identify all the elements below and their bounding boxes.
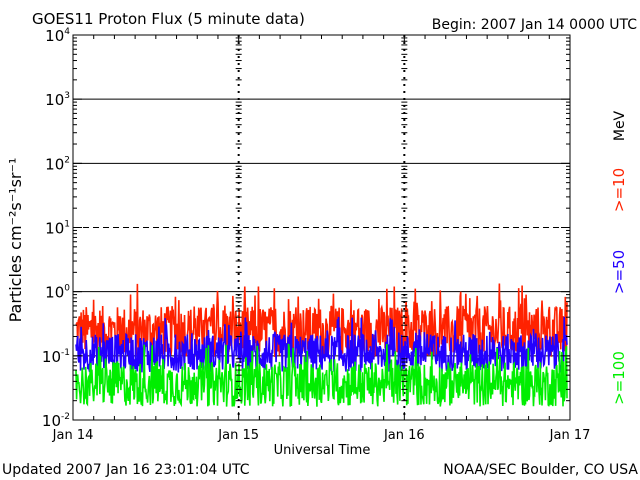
begin-label: Begin: 2007 Jan 14 0000 UTC (432, 17, 637, 33)
footer-source: NOAA/SEC Boulder, CO USA (443, 462, 638, 478)
x-tick-label: Jan 17 (549, 428, 591, 443)
legend: MeV >=10 >=50 >=100 (610, 110, 628, 404)
series-line (75, 316, 568, 376)
y-tick-label: 101 (45, 220, 70, 238)
units-label: MeV (612, 110, 628, 141)
series-layer (75, 283, 568, 408)
y-tick-label: 102 (45, 155, 70, 173)
y-tick-label: 10-2 (42, 412, 70, 430)
chart-title: GOES11 Proton Flux (5 minute data) (32, 10, 305, 28)
y-tick-label: 10-1 (42, 348, 70, 366)
y-tick-label: 104 (45, 27, 70, 45)
x-axis-ticks: Jan 14 Jan 15 Jan 16 Jan 17 (52, 35, 591, 443)
legend-entry: >=100 (610, 351, 628, 405)
x-tick-label: Jan 14 (52, 428, 94, 443)
series-line (75, 343, 568, 408)
y-axis-ticks: 10-2 10-1 100 101 102 103 104 (42, 27, 570, 430)
y-tick-label: 103 (45, 91, 70, 109)
y-tick-label: 100 (45, 284, 70, 302)
x-tick-label: Jan 15 (217, 428, 259, 443)
y-axis-label: Particles cm⁻²s⁻¹sr⁻¹ (6, 158, 25, 323)
legend-entry: >=50 (610, 250, 628, 294)
legend-entry: >=10 (610, 168, 628, 212)
footer-updated: Updated 2007 Jan 16 23:01:04 UTC (2, 462, 250, 478)
x-tick-label: Jan 16 (383, 428, 425, 443)
x-axis-label: Universal Time (274, 443, 371, 458)
